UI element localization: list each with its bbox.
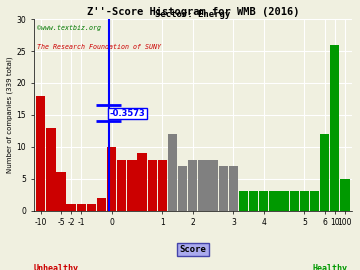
Bar — [117, 160, 126, 211]
Text: Sector: Energy: Sector: Energy — [155, 10, 230, 19]
Text: Unhealthy: Unhealthy — [33, 264, 78, 270]
Bar — [330, 45, 339, 211]
Bar — [320, 134, 329, 211]
Bar — [168, 134, 177, 211]
Bar — [249, 191, 258, 211]
Bar — [46, 128, 55, 211]
Text: Score: Score — [179, 245, 206, 254]
Bar — [97, 198, 106, 211]
Bar — [300, 191, 309, 211]
Bar — [219, 166, 228, 211]
Bar — [310, 191, 319, 211]
Bar — [208, 160, 218, 211]
Bar — [107, 147, 116, 211]
Text: Healthy: Healthy — [312, 264, 347, 270]
Bar — [87, 204, 96, 211]
Bar — [56, 172, 66, 211]
Text: -0.3573: -0.3573 — [110, 109, 145, 118]
Bar — [198, 160, 208, 211]
Bar — [188, 160, 198, 211]
Bar — [36, 96, 45, 211]
Bar — [289, 191, 299, 211]
Bar — [148, 160, 157, 211]
Bar — [77, 204, 86, 211]
Y-axis label: Number of companies (339 total): Number of companies (339 total) — [7, 56, 13, 173]
Bar — [279, 191, 289, 211]
Text: ©www.textbiz.org: ©www.textbiz.org — [37, 25, 101, 31]
Bar — [259, 191, 269, 211]
Bar — [239, 191, 248, 211]
Bar — [158, 160, 167, 211]
Bar — [138, 153, 147, 211]
Bar — [229, 166, 238, 211]
Bar — [340, 179, 350, 211]
Bar — [127, 160, 137, 211]
Bar — [178, 166, 187, 211]
Text: The Research Foundation of SUNY: The Research Foundation of SUNY — [37, 44, 161, 50]
Bar — [269, 191, 279, 211]
Title: Z''-Score Histogram for WMB (2016): Z''-Score Histogram for WMB (2016) — [86, 7, 299, 17]
Bar — [67, 204, 76, 211]
